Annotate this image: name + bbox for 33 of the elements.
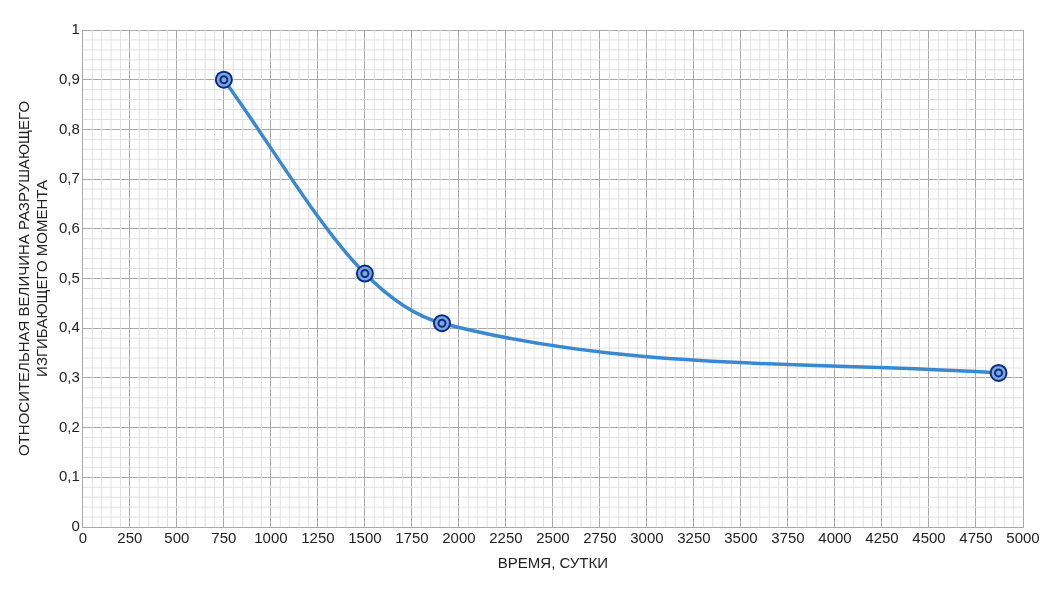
x-tick-label: 2250 [489, 529, 523, 547]
y-tick-label: 0,8 [58, 119, 80, 137]
y-tick-label: 0,7 [58, 169, 80, 187]
x-tick-label: 4000 [818, 529, 852, 547]
x-tick-label: 4250 [865, 529, 899, 547]
x-tick-label: 250 [117, 529, 143, 547]
x-tick-label: 3500 [724, 529, 758, 547]
x-tick-label: 1750 [395, 529, 429, 547]
x-tick-label: 2000 [442, 529, 476, 547]
x-tick-label: 2500 [536, 529, 570, 547]
x-tick-label: 1000 [254, 529, 288, 547]
x-tick-label: 5000 [1006, 529, 1040, 547]
x-axis-title: ВРЕМЯ, СУТКИ [497, 554, 609, 572]
y-axis-title: ОТНОСИТЕЛЬНАЯ ВЕЛИЧИНА РАЗРУШАЮЩЕГО ИЗГИБАЮЩЕГО МОМЕНТА [15, 100, 51, 457]
x-tick-label: 1500 [348, 529, 382, 547]
x-tick-label: 3000 [630, 529, 664, 547]
x-tick-label: 750 [211, 529, 237, 547]
x-tick-label: 4500 [912, 529, 946, 547]
y-tick-label: 0,9 [58, 69, 80, 87]
x-tick-label: 500 [164, 529, 190, 547]
y-tick-label: 0,5 [58, 268, 80, 286]
y-tick-label: 0,2 [58, 417, 80, 435]
y-tick-label: 0,4 [58, 318, 80, 336]
x-tick-label: 2750 [583, 529, 617, 547]
y-tick-label: 0 [71, 517, 80, 535]
x-tick-label: 4750 [959, 529, 993, 547]
y-tick-label: 0,3 [58, 368, 80, 386]
x-tick-label: 3750 [771, 529, 805, 547]
y-tick-label: 0,6 [58, 218, 80, 236]
x-tick-label: 1250 [301, 529, 335, 547]
y-tick-label: 1 [71, 20, 80, 38]
y-tick-label: 0,1 [58, 467, 80, 485]
x-tick-label: 3250 [677, 529, 711, 547]
